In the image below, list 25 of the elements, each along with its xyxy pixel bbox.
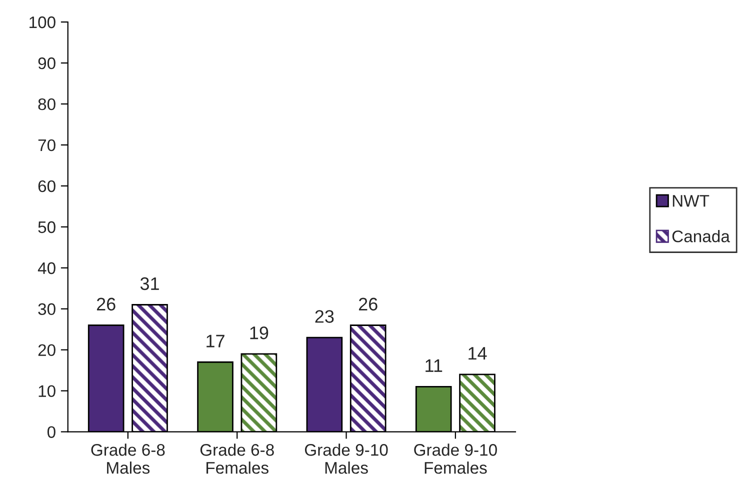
x-tick-label: Grade 9-10 Males	[304, 444, 388, 474]
data-label: 17	[206, 334, 224, 348]
y-tick-label: 70	[38, 139, 56, 152]
data-label: 31	[140, 277, 159, 290]
y-tick-label: 0	[47, 426, 56, 438]
data-label: 14	[468, 347, 487, 360]
legend-label: NWT	[672, 195, 710, 207]
data-label: 26	[358, 298, 378, 311]
y-tick-label: 100	[30, 16, 56, 28]
data-label: 11	[426, 359, 442, 372]
x-tick-label: Grade 6-8 Females	[200, 444, 274, 474]
y-tick-label: 10	[38, 385, 56, 398]
y-tick-label: 40	[38, 262, 56, 274]
x-tick-label: Grade 9-10 Females	[414, 444, 497, 474]
data-label: 23	[315, 310, 334, 323]
y-tick-label: 60	[38, 180, 56, 192]
y-tick-label: 50	[38, 221, 56, 234]
y-tick-label: 30	[38, 303, 56, 316]
x-tick-label: Grade 6-8 Males	[91, 444, 165, 474]
y-tick-label: 90	[38, 57, 56, 70]
y-tick-label: 20	[38, 344, 56, 356]
y-tick-label: 80	[38, 98, 56, 110]
data-label: 19	[250, 326, 268, 340]
legend-label: Canada	[672, 230, 730, 242]
data-label: 26	[96, 298, 116, 311]
